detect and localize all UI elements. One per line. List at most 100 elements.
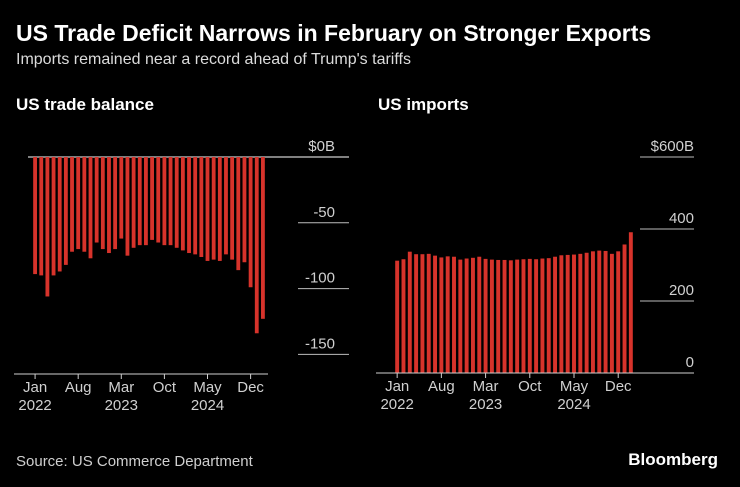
- imports-panel-title: US imports: [378, 95, 469, 114]
- imports-bar: [464, 258, 469, 373]
- imports-bar: [458, 259, 463, 373]
- imports-bar: [445, 256, 450, 373]
- imports-x-tick-year: 2022: [380, 396, 413, 413]
- balance-bar: [211, 157, 216, 260]
- imports-x-tick-label: Dec: [605, 378, 632, 395]
- balance-x-tick-label: Jan: [23, 379, 47, 396]
- imports-y-tick-label: 0: [686, 354, 694, 371]
- balance-bar: [174, 157, 179, 248]
- imports-bar: [414, 254, 419, 373]
- balance-bar: [70, 157, 74, 252]
- balance-bar: [230, 157, 235, 260]
- balance-bar: [162, 157, 167, 246]
- imports-x-tick-label: May: [560, 378, 589, 395]
- imports-bar: [540, 258, 545, 373]
- balance-bar: [82, 157, 87, 252]
- imports-bar: [527, 258, 532, 373]
- balance-bar: [45, 157, 50, 297]
- imports-bar: [470, 257, 475, 373]
- imports-x-tick-label: Aug: [428, 378, 455, 395]
- balance-x-tick-label: Aug: [65, 379, 92, 396]
- balance-bar: [156, 157, 161, 243]
- imports-bar: [565, 254, 570, 373]
- imports-bar: [521, 259, 526, 373]
- imports-bar: [489, 259, 494, 373]
- imports-bar: [578, 253, 583, 373]
- imports-x-tick-year: 2023: [469, 396, 502, 413]
- balance-bar: [39, 157, 44, 276]
- balance-x-tick-label: Mar: [108, 379, 134, 396]
- balance-bar: [63, 157, 68, 265]
- balance-bar: [261, 157, 265, 319]
- imports-x-tick-label: Oct: [518, 378, 542, 395]
- balance-y-tick-label: -50: [313, 204, 335, 221]
- imports-bar: [508, 260, 513, 373]
- imports-bar: [407, 251, 412, 373]
- balance-bar: [144, 157, 148, 246]
- balance-bar: [113, 157, 118, 250]
- imports-bar: [616, 251, 621, 373]
- imports-bar: [477, 256, 482, 373]
- bloomberg-logo: Bloomberg: [628, 450, 718, 469]
- balance-bar: [242, 157, 247, 263]
- balance-bar: [193, 157, 198, 255]
- imports-bar: [483, 258, 488, 373]
- chart-subtitle: Imports remained near a record ahead of …: [16, 51, 411, 68]
- source-note: Source: US Commerce Department: [16, 453, 253, 470]
- imports-bar: [603, 250, 608, 373]
- imports-bar: [534, 259, 539, 373]
- balance-bar: [125, 157, 130, 256]
- imports-bar: [622, 244, 627, 373]
- balance-bar: [51, 157, 56, 276]
- imports-y-tick-label: 200: [669, 282, 694, 299]
- balance-y-tick-label: -150: [305, 335, 335, 352]
- imports-bar: [452, 256, 456, 373]
- balance-x-tick-year: 2024: [191, 397, 224, 414]
- imports-bar: [609, 253, 614, 373]
- balance-bar: [100, 157, 105, 250]
- imports-bar: [584, 252, 589, 373]
- imports-bar: [546, 258, 551, 373]
- imports-bar: [420, 254, 425, 373]
- balance-bar: [57, 157, 62, 272]
- chart-title: US Trade Deficit Narrows in February on …: [16, 20, 652, 46]
- imports-bar: [559, 255, 564, 373]
- imports-bar: [439, 257, 444, 373]
- balance-y-tick-label: $0B: [308, 138, 335, 155]
- balance-x-tick-label: May: [193, 379, 222, 396]
- balance-bar: [94, 157, 99, 243]
- balance-bar: [137, 157, 142, 246]
- balance-bar: [76, 157, 81, 250]
- imports-x-tick-label: Mar: [473, 378, 499, 395]
- balance-bar: [180, 157, 185, 251]
- imports-bar: [597, 250, 602, 373]
- balance-bar: [224, 157, 228, 255]
- balance-bar: [33, 157, 37, 275]
- imports-bar: [395, 260, 400, 373]
- balance-bar: [150, 157, 154, 240]
- imports-bar: [553, 256, 558, 373]
- imports-bar: [628, 232, 633, 373]
- balance-bar: [199, 157, 204, 257]
- balance-bar: [236, 157, 241, 271]
- imports-bar: [502, 259, 507, 373]
- balance-bar: [187, 157, 191, 254]
- trade-balance-panel-title: US trade balance: [16, 95, 154, 114]
- imports-bar: [401, 259, 406, 373]
- imports-bar: [515, 259, 520, 373]
- imports-bar: [496, 259, 501, 373]
- imports-y-tick-label: 400: [669, 210, 694, 227]
- balance-x-tick-year: 2023: [105, 397, 138, 414]
- imports-bar: [590, 251, 595, 373]
- balance-bar: [205, 157, 210, 261]
- imports-bar: [433, 255, 438, 373]
- balance-bar: [107, 157, 111, 254]
- balance-bar: [217, 157, 222, 261]
- balance-y-tick-label: -100: [305, 270, 335, 287]
- imports-x-tick-label: Jan: [385, 378, 409, 395]
- imports-x-tick-year: 2024: [557, 396, 590, 413]
- imports-bar: [572, 254, 576, 373]
